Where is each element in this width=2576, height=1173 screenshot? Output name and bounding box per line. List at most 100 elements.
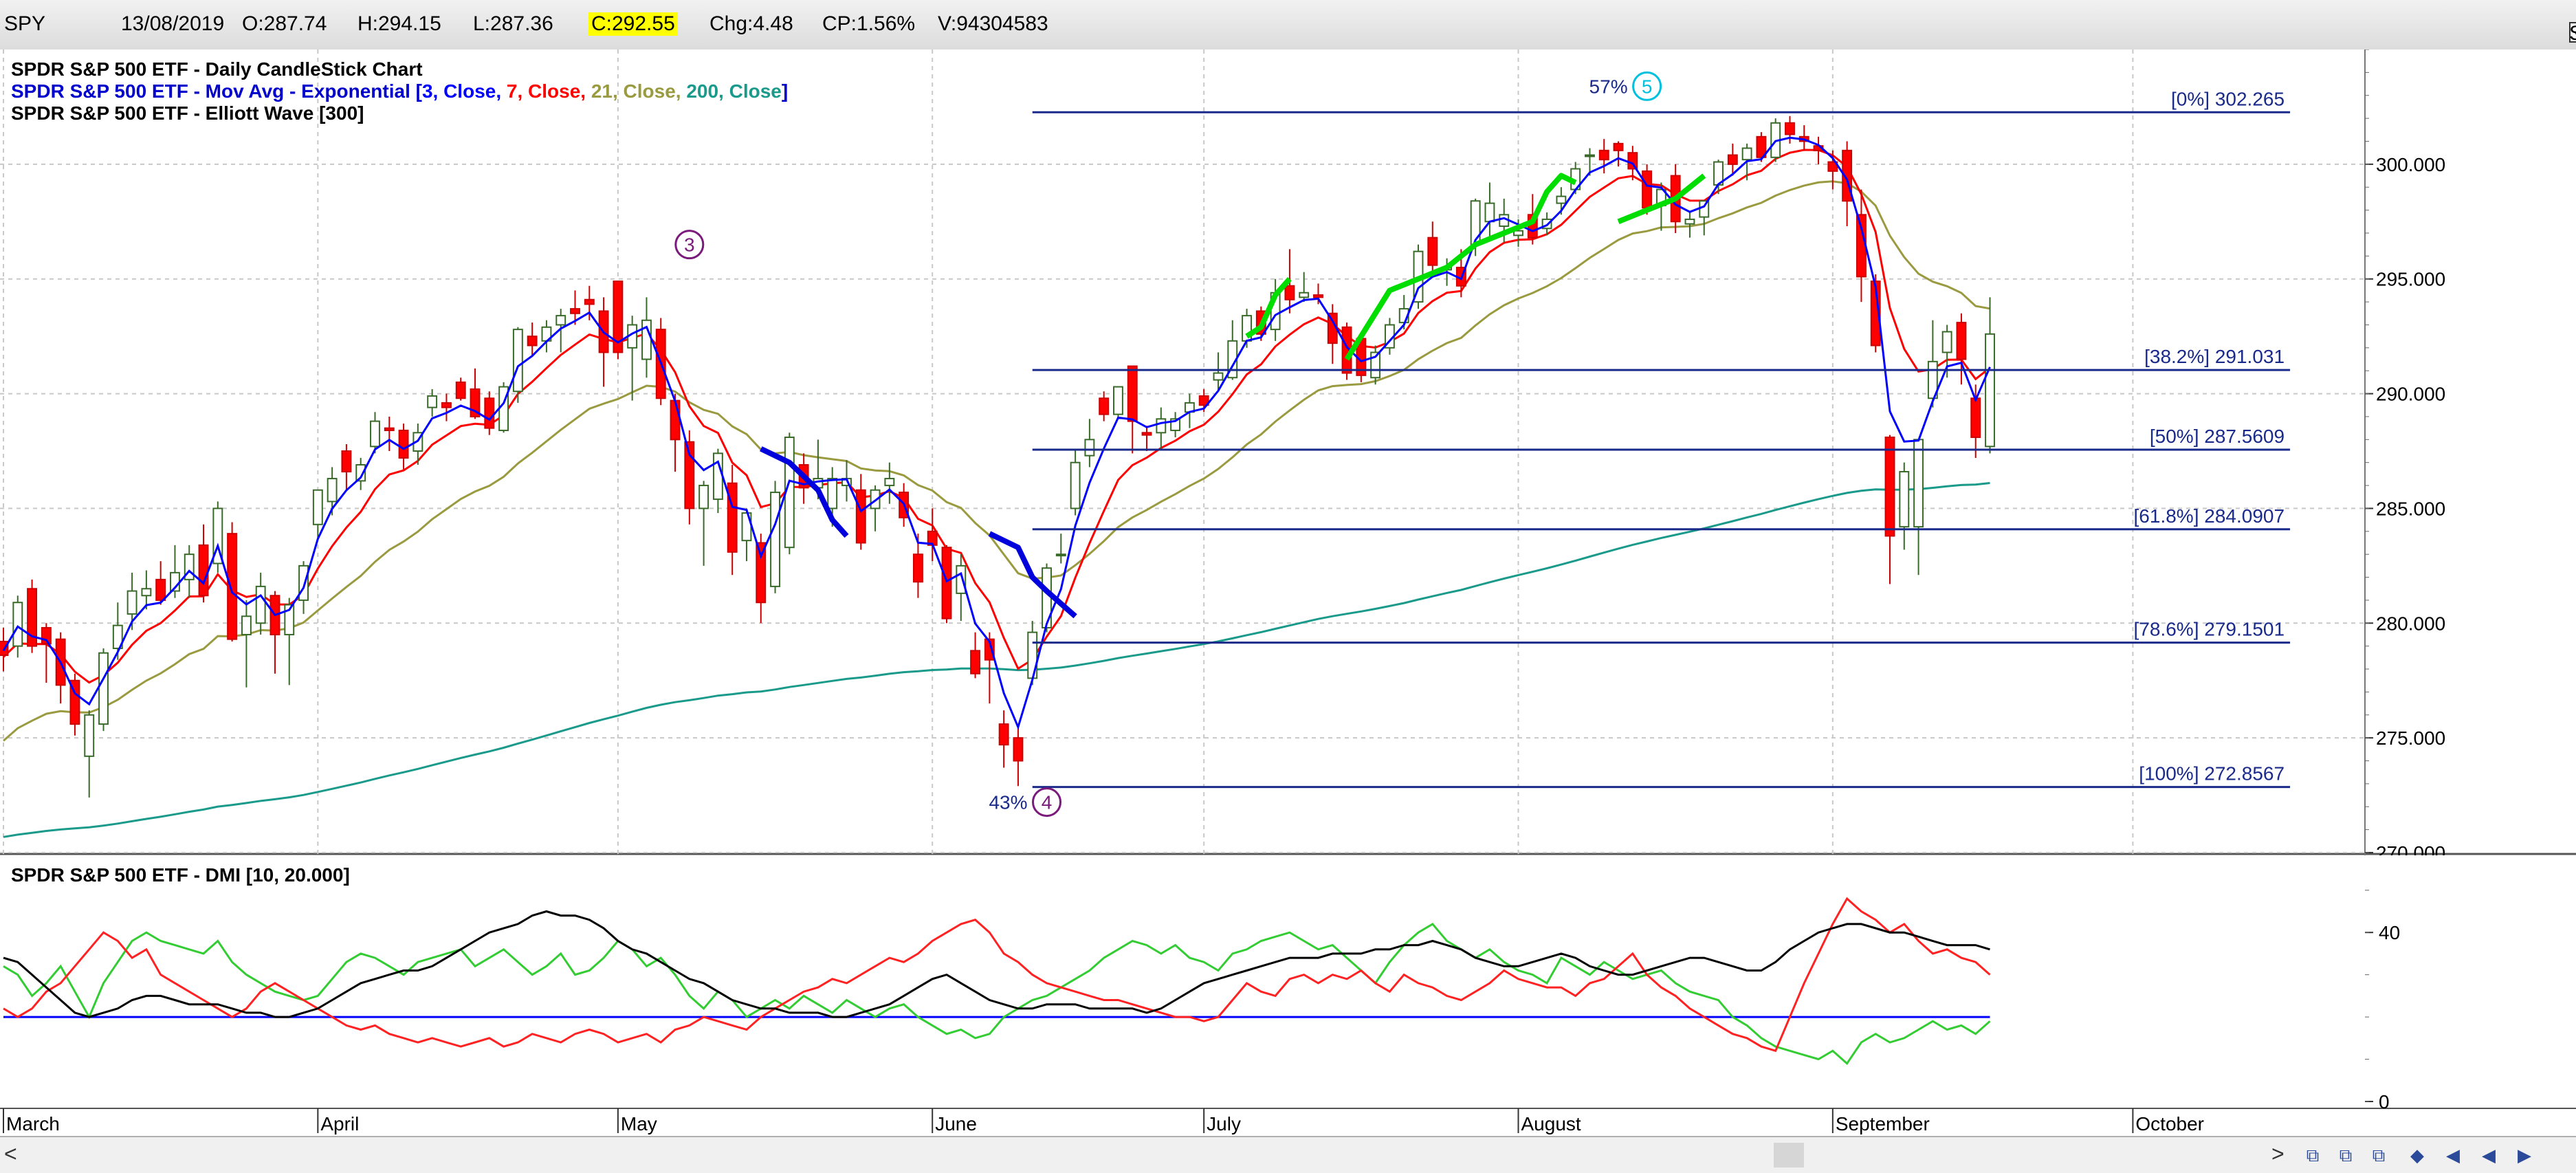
bull-candle bbox=[770, 492, 780, 587]
bull-candle bbox=[1156, 418, 1167, 434]
bear-candle bbox=[1427, 237, 1438, 266]
bull-candle bbox=[1055, 553, 1066, 557]
price-tick-label: 300.000 bbox=[2376, 154, 2445, 175]
date-label: 13/08/2019 bbox=[121, 12, 225, 35]
chart-window-icon[interactable]: ⧉ bbox=[2339, 1145, 2353, 1165]
bull-candle bbox=[312, 489, 323, 525]
bear-candle bbox=[527, 336, 538, 347]
chart-area[interactable]: 270.000275.000280.000285.000290.000295.0… bbox=[0, 50, 2576, 1136]
bear-candle bbox=[1284, 285, 1295, 300]
title-segment: SPDR S&P 500 ETF - Mov Avg - Exponential… bbox=[11, 80, 422, 102]
scroll-next-icon[interactable]: ▶ bbox=[2518, 1145, 2531, 1165]
month-label: June bbox=[935, 1113, 977, 1134]
bull-candle bbox=[827, 478, 838, 509]
bull-candle bbox=[1899, 471, 1910, 528]
month-label: September bbox=[1836, 1113, 1930, 1134]
bear-candle bbox=[1198, 395, 1209, 406]
ema-7-line bbox=[2, 149, 1991, 684]
volume-value: V:94304583 bbox=[938, 12, 1048, 35]
dmi-panel: March April May June July August September Octo… bbox=[0, 855, 2576, 1134]
bull-candle bbox=[327, 478, 338, 503]
bull-candle bbox=[555, 315, 566, 326]
bull-candle bbox=[1470, 200, 1481, 245]
dmi-minus-line bbox=[3, 897, 1991, 1053]
chart-window-icon[interactable]: ⧉ bbox=[2372, 1145, 2386, 1165]
bull-candle bbox=[1585, 154, 1595, 157]
dmi-adx-line bbox=[3, 910, 1990, 1018]
bear-candle bbox=[1127, 365, 1138, 422]
bear-candle bbox=[1970, 397, 1981, 438]
chart-window-icon[interactable]: ⧉ bbox=[2306, 1145, 2320, 1165]
fib-level-label: [100%] 272.8567 bbox=[2139, 763, 2285, 785]
elliott-wave-segment bbox=[1617, 173, 1706, 225]
checkbox-check-icon[interactable]: ✓ bbox=[2569, 22, 2576, 43]
title-segment: 200, Close bbox=[686, 80, 782, 102]
bull-candle bbox=[1070, 461, 1081, 509]
bull-candle bbox=[712, 452, 723, 501]
bear-candle bbox=[69, 679, 80, 725]
bull-candle bbox=[98, 652, 109, 725]
bear-candle bbox=[584, 298, 595, 305]
bear-candle bbox=[998, 723, 1009, 746]
month-label: March bbox=[6, 1113, 60, 1134]
scroll-thumb[interactable] bbox=[1774, 1143, 1804, 1167]
bear-candle bbox=[670, 399, 681, 441]
open-price: O:287.74 bbox=[242, 12, 327, 35]
bull-candle bbox=[427, 395, 438, 408]
ema-3-line bbox=[2, 136, 1991, 730]
bear-candle bbox=[912, 553, 923, 583]
price-panel: 270.000275.000280.000285.000290.000295.0… bbox=[0, 50, 2576, 1108]
dmi-tick-label: 40 bbox=[2379, 922, 2400, 943]
fib-level-label: [50%] 287.5609 bbox=[2150, 426, 2285, 447]
bull-candle bbox=[241, 615, 252, 635]
title-segment: 21, Close, bbox=[591, 80, 687, 102]
title-segment: SPDR S&P 500 ETF - Daily CandleStick Cha… bbox=[11, 58, 423, 80]
bear-candle bbox=[398, 429, 409, 459]
scroll-left-icon[interactable]: < bbox=[4, 1141, 17, 1166]
dmi-title: SPDR S&P 500 ETF - DMI [10, 20.000] bbox=[11, 864, 350, 886]
zoom-fit-icon[interactable]: ◆ bbox=[2410, 1145, 2424, 1165]
chart-title-line: SPDR S&P 500 ETF - Elliott Wave [300] bbox=[11, 102, 364, 124]
price-tick-label: 285.000 bbox=[2376, 498, 2445, 519]
month-label: April bbox=[320, 1113, 359, 1134]
fib-level-label: [78.6%] 279.1501 bbox=[2134, 619, 2285, 640]
ema-21-line bbox=[3, 180, 1990, 742]
bull-candle bbox=[1556, 195, 1567, 204]
bear-candle bbox=[1727, 154, 1738, 165]
bull-candle bbox=[112, 624, 123, 649]
horizontal-scrollbar[interactable]: < > ⧉ ⧉ ⧉ ◆ ◀ ◀ ▶ bbox=[0, 1136, 2576, 1173]
bull-candle bbox=[1084, 439, 1095, 457]
bear-candle bbox=[756, 542, 767, 604]
bear-candle bbox=[970, 650, 981, 675]
bear-candle bbox=[27, 588, 38, 647]
bear-candle bbox=[727, 482, 738, 553]
bear-candle bbox=[984, 638, 995, 661]
show-last-label: Show Last bbox=[2569, 22, 2576, 45]
bull-candle bbox=[12, 602, 23, 647]
wave-marker-circle bbox=[1032, 787, 1062, 818]
bull-candle bbox=[1741, 147, 1752, 161]
change-value: Chg:4.48 bbox=[709, 12, 793, 35]
bear-candle bbox=[198, 544, 209, 597]
bull-candle bbox=[1684, 218, 1695, 225]
close-price: C:292.55 bbox=[588, 12, 678, 36]
chart-title-line: SPDR S&P 500 ETF - Daily CandleStick Cha… bbox=[11, 58, 423, 80]
low-price: L:287.36 bbox=[473, 12, 553, 35]
wave-marker-number: 5 bbox=[1642, 76, 1653, 97]
fib-level-label: [61.8%] 284.0907 bbox=[2134, 505, 2285, 527]
bull-candle bbox=[1299, 292, 1310, 298]
bull-candle bbox=[84, 714, 95, 757]
bull-candle bbox=[141, 588, 152, 597]
scroll-right-icon[interactable]: > bbox=[2271, 1141, 2285, 1166]
bull-candle bbox=[1513, 230, 1523, 237]
bear-candle bbox=[1642, 170, 1653, 209]
bull-candle bbox=[298, 564, 309, 601]
title-segment: 3, Close, bbox=[422, 80, 507, 102]
symbol-label: SPY bbox=[4, 12, 46, 35]
bear-candle bbox=[1141, 432, 1152, 436]
scroll-prev-icon[interactable]: ◀ bbox=[2482, 1145, 2496, 1165]
month-label: October bbox=[2135, 1113, 2204, 1134]
scroll-first-icon[interactable]: ◀ bbox=[2446, 1145, 2460, 1165]
bear-candle bbox=[455, 381, 466, 399]
bull-candle bbox=[284, 604, 295, 635]
